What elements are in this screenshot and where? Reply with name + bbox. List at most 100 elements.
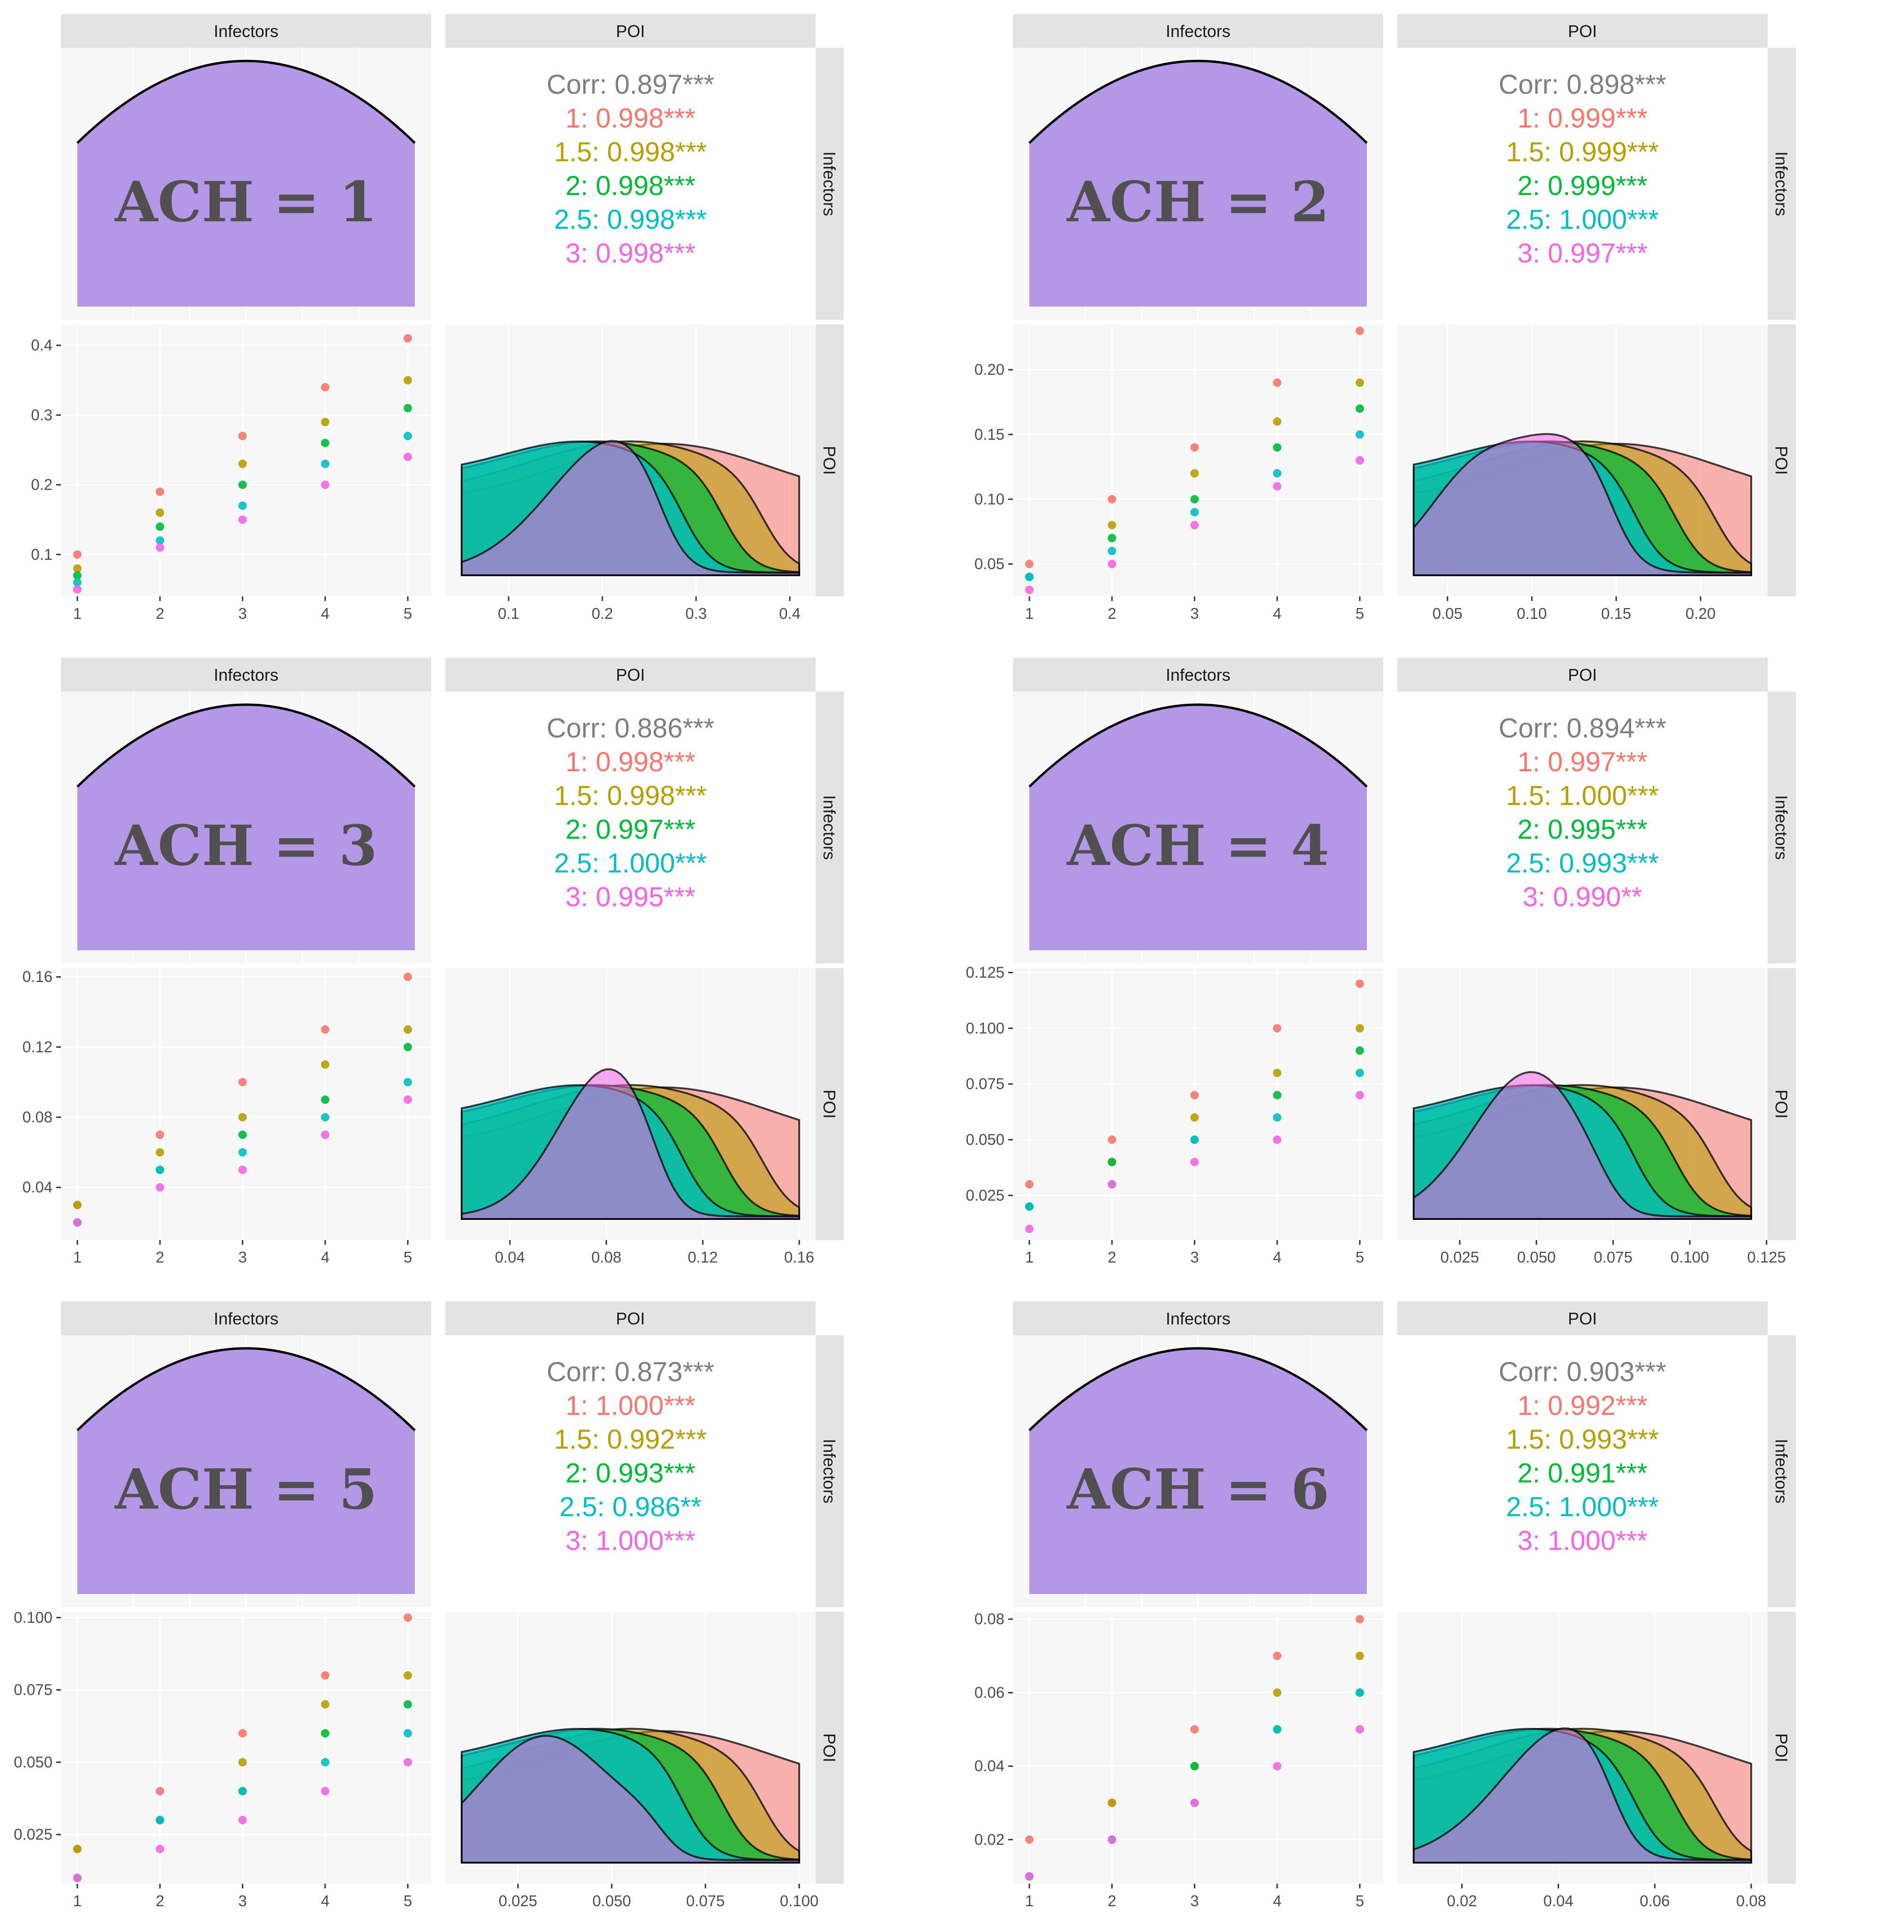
strip-label-infectors: Infectors	[214, 1309, 278, 1328]
scatter-point	[1190, 1090, 1199, 1099]
scatter-point	[321, 1113, 330, 1122]
panel-bg	[61, 324, 431, 596]
ach-label: ACH = 6	[1066, 1457, 1329, 1522]
scatter-point	[156, 543, 165, 552]
x-tick-label: 2	[1108, 605, 1116, 622]
strip-row-label-poi: POI	[1772, 446, 1791, 475]
scatter-point	[404, 376, 412, 384]
x-tick-label: 1	[73, 1892, 82, 1909]
strip-row-poi	[1768, 968, 1796, 1240]
scatter-point	[1190, 443, 1199, 452]
scatter-point	[404, 1700, 412, 1709]
y-tick-label: 0.050	[14, 1753, 52, 1771]
scatter-point	[1273, 443, 1282, 452]
scatter-point	[404, 1025, 412, 1034]
scatter-point	[238, 1816, 247, 1825]
x-tick-label: 5	[404, 1248, 412, 1266]
scatter-point	[1025, 1835, 1034, 1844]
scatter-point	[1190, 1113, 1199, 1122]
x-tick-label: 4	[321, 605, 330, 622]
scatter-point	[321, 481, 330, 489]
scatter-point	[1273, 1688, 1282, 1697]
scatter-point	[321, 1758, 330, 1767]
panel-bg	[1397, 48, 1768, 320]
strip-label-poi: POI	[1568, 22, 1597, 41]
panel-bg	[61, 968, 431, 1240]
strip-row-label-infectors: Infectors	[1772, 795, 1791, 860]
x-tick-label: 3	[1190, 605, 1199, 622]
panel-bg	[1013, 324, 1383, 596]
x-tick-label: 0.025	[499, 1892, 538, 1909]
scatter-point	[1190, 521, 1199, 530]
density-series-3	[461, 1735, 800, 1864]
scatter-point	[156, 1844, 165, 1853]
strip-label-poi: POI	[1568, 1309, 1597, 1328]
scatter-point	[321, 1787, 330, 1796]
x-tick-label: 3	[238, 605, 247, 622]
scatter-point	[1356, 979, 1364, 988]
strip-infectors	[1013, 658, 1383, 692]
corr-group-2.5: 2.5: 0.998***	[554, 204, 707, 235]
strip-row-label-poi: POI	[1772, 1090, 1791, 1119]
x-tick-label: 0.3	[685, 605, 707, 622]
scatter-point	[238, 481, 247, 489]
scatter-point	[1356, 1615, 1364, 1624]
density-series-3	[461, 1068, 800, 1220]
x-tick-label: 0.125	[1747, 1248, 1786, 1266]
strip-row-label-poi: POI	[1772, 1733, 1791, 1762]
strip-row-infectors	[1768, 692, 1796, 963]
scatter-point	[1025, 572, 1034, 581]
scatter-point	[321, 1729, 330, 1738]
scatter-point	[1273, 482, 1282, 491]
density-series-3	[1413, 433, 1752, 576]
corr-group-2.5: 2.5: 0.986**	[559, 1492, 701, 1522]
scatter-point	[156, 1148, 165, 1157]
x-tick-label: 3	[1190, 1248, 1199, 1266]
scatter-point	[1190, 495, 1199, 504]
y-tick-label: 0.15	[974, 426, 1004, 443]
pairs-panel: Infectors POI Infectors POI ACH = 5 Corr: 0.8…	[14, 1301, 844, 1909]
scatter-point	[321, 1700, 330, 1709]
scatter-point	[1273, 1024, 1282, 1033]
scatter-point	[1025, 1872, 1034, 1881]
pairs-panel: Infectors POI Infectors POI ACH = 4 Corr: 0.8…	[966, 658, 1796, 1266]
corr-group-1.5: 1.5: 0.998***	[554, 781, 707, 811]
scatter-point	[1273, 1725, 1282, 1734]
strip-row-infectors	[1768, 1335, 1796, 1607]
scatter-point	[1356, 1725, 1364, 1734]
strip-row-poi	[1768, 1612, 1796, 1884]
y-tick-label: 0.100	[14, 1609, 52, 1626]
strip-label-infectors: Infectors	[1166, 1309, 1230, 1328]
x-tick-label: 0.025	[1440, 1248, 1479, 1266]
strip-infectors	[1013, 14, 1383, 48]
x-tick-label: 5	[404, 605, 412, 622]
corr-group-1.5: 1.5: 0.993***	[1506, 1424, 1659, 1455]
scatter-point	[238, 515, 247, 524]
scatter-point	[156, 508, 165, 517]
scatter-point	[238, 1758, 247, 1767]
x-tick-label: 0.06	[1640, 1892, 1670, 1909]
scatter-point	[238, 1165, 247, 1174]
x-tick-label: 1	[1025, 1248, 1034, 1266]
infectors-density-line	[76, 60, 416, 144]
scatter-point	[1190, 1798, 1199, 1807]
y-tick-label: 0.075	[966, 1075, 1004, 1092]
x-tick-label: 0.100	[1671, 1248, 1709, 1266]
scatter-point	[73, 1218, 82, 1227]
x-tick-label: 0.20	[1686, 605, 1716, 622]
y-tick-label: 0.1	[31, 546, 52, 563]
panel-bg	[445, 48, 816, 320]
y-tick-label: 0.05	[974, 555, 1004, 572]
scatter-point	[404, 1095, 412, 1104]
x-tick-label: 0.04	[1543, 1892, 1573, 1909]
y-tick-label: 0.075	[14, 1681, 52, 1699]
corr-group-1: 1: 0.997***	[1517, 747, 1647, 777]
pairs-panel: Infectors POI Infectors POI ACH = 6 Corr: 0.9…	[974, 1301, 1796, 1909]
panel-bg	[445, 692, 816, 963]
x-tick-label: 5	[1356, 1892, 1364, 1909]
x-tick-label: 3	[1190, 1892, 1199, 1909]
strip-poi	[445, 658, 816, 692]
scatter-point	[1356, 1068, 1364, 1077]
x-tick-label: 0.15	[1601, 605, 1631, 622]
strip-row-label-infectors: Infectors	[820, 151, 839, 216]
